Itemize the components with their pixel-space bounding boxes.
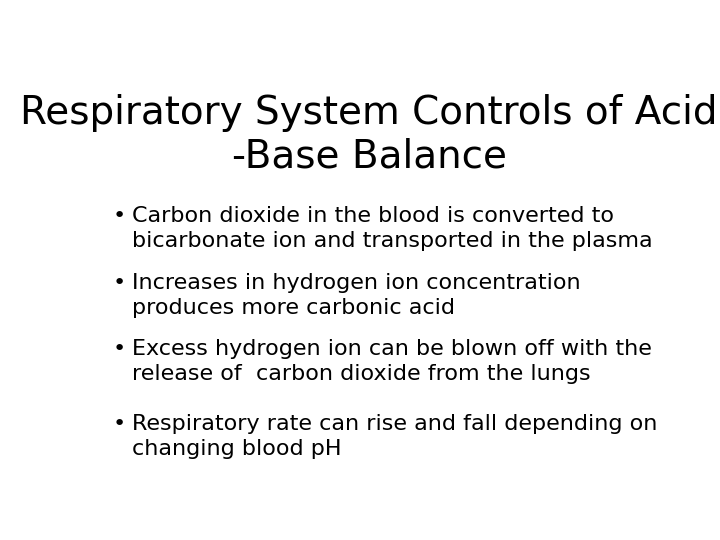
Text: Carbon dioxide in the blood is converted to
bicarbonate ion and transported in t: Carbon dioxide in the blood is converted… [132,206,652,251]
Text: •: • [112,206,125,226]
Text: Respiratory System Controls of Acid
-Base Balance: Respiratory System Controls of Acid -Bas… [20,94,718,176]
Text: •: • [112,339,125,359]
Text: •: • [112,414,125,434]
Text: Excess hydrogen ion can be blown off with the
release of  carbon dioxide from th: Excess hydrogen ion can be blown off wit… [132,339,652,384]
Text: Increases in hydrogen ion concentration
produces more carbonic acid: Increases in hydrogen ion concentration … [132,273,580,318]
Text: •: • [112,273,125,293]
Text: Respiratory rate can rise and fall depending on
changing blood pH: Respiratory rate can rise and fall depen… [132,414,657,459]
